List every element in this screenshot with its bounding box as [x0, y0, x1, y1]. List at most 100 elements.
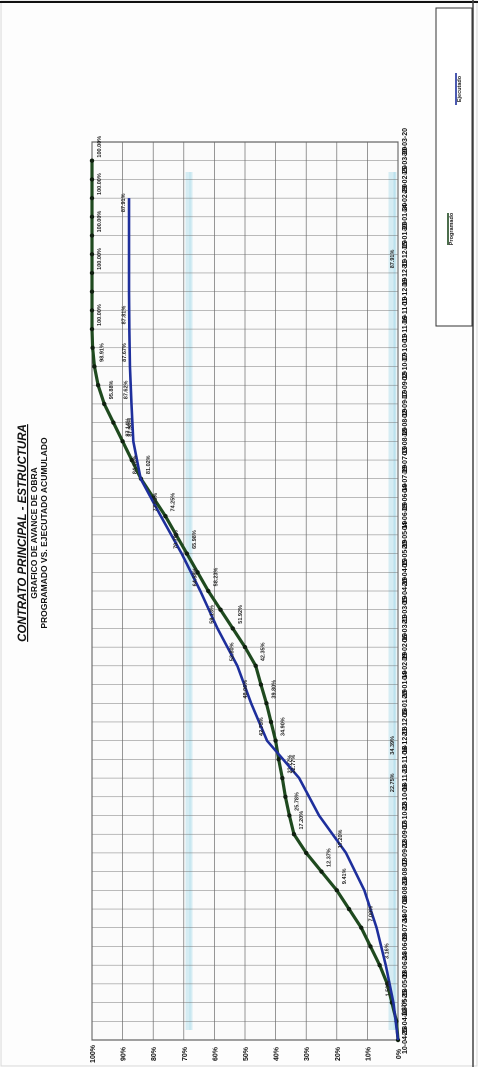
data-point-programado: [89, 158, 95, 163]
highlight-band: [189, 172, 193, 1030]
legend-label-ejecutado: Ejecutado: [457, 75, 463, 102]
data-label-ejecutado: 34.39%: [390, 736, 396, 755]
data-point-programado: [368, 944, 373, 949]
data-point-programado: [102, 401, 107, 407]
data-label-programado: 9.41%: [342, 868, 348, 884]
data-point-programado: [273, 738, 278, 743]
x-tick-label: 06-11-18: [402, 764, 409, 792]
data-point-programado: [253, 663, 258, 669]
data-label-ejecutado: 7.00%: [369, 906, 375, 922]
data-point-programado: [218, 607, 223, 612]
x-tick-label: 20-01-19: [402, 670, 409, 698]
y-tick-label: 60%: [212, 1046, 219, 1061]
data-point-programado: [230, 626, 235, 631]
data-label-ejecutado: 87.91%: [390, 250, 396, 269]
y-tick-label: 20%: [335, 1046, 342, 1061]
data-point-programado: [89, 308, 95, 313]
y-tick-label: 40%: [274, 1046, 281, 1061]
series-line-programado: [90, 160, 400, 1041]
x-tick-label: 05-04-19: [402, 577, 409, 605]
data-point-programado: [334, 888, 339, 893]
data-point-programado: [377, 962, 382, 968]
data-point-programado: [89, 233, 95, 238]
data-label-programado: 42.35%: [261, 642, 267, 661]
data-label-ejecutado: 52.80%: [229, 642, 235, 661]
data-label-programado: 17.20%: [299, 811, 305, 830]
x-tick-label: 21-11-18: [402, 745, 409, 773]
x-tick-label: 20-04-19: [402, 558, 409, 586]
data-label-ejecutado: 64.58%: [192, 568, 198, 587]
chart-subtitle-2: PROGRAMADO VS. EJECUTADO ACUMULADO: [39, 437, 49, 629]
x-tick-label: 21-03-19: [402, 596, 409, 624]
x-tick-label: 24-07-18: [402, 895, 409, 923]
x-tick-label: 16-12-19: [402, 259, 409, 287]
chart-title: CONTRATO PRINCIPAL - ESTRUCTURA: [17, 424, 29, 642]
data-label-ejecutado: 1.50%: [385, 981, 391, 997]
legend-label-programado: Programado: [449, 212, 455, 245]
x-tick-label: 21-12-18: [402, 708, 409, 736]
x-tick-label: 02-09-19: [402, 390, 409, 418]
data-label-ejecutado: 59.13%: [209, 605, 215, 624]
data-label-programado: 87.98%: [128, 418, 134, 437]
x-tick-label: 23-08-18: [402, 858, 409, 886]
x-tick-label: 14-02-20: [402, 184, 409, 212]
x-tick-label: 07-10-18: [402, 801, 409, 829]
data-point-programado: [258, 682, 264, 687]
data-label-programado: 100.00%: [97, 136, 103, 158]
data-point-programado: [304, 850, 309, 856]
x-tick-label: 01-12-19: [402, 278, 409, 306]
data-label-ejecutado: 77.50%: [153, 493, 159, 512]
data-point-programado: [89, 326, 95, 332]
plot-area: 10-04-1825-04-1810-05-1825-05-1809-06-18…: [89, 128, 409, 1063]
legend-box: [435, 7, 473, 327]
data-point-programado: [90, 345, 95, 350]
x-tick-label: 19-06-19: [402, 483, 409, 511]
data-point-programado: [319, 869, 324, 874]
data-point-programado: [89, 214, 95, 220]
x-tick-label: 06-12-18: [402, 727, 409, 755]
data-point-programado: [89, 270, 95, 276]
data-label-programado: 95.88%: [109, 380, 115, 399]
data-label-programado: 100.00%: [97, 211, 103, 233]
y-tick-label: 10%: [365, 1046, 372, 1061]
data-label-programado: 98.91%: [99, 343, 105, 362]
data-point-programado: [195, 570, 200, 575]
y-tick-label: 100%: [90, 1044, 97, 1063]
data-label-ejecutado: 87.67%: [122, 343, 128, 362]
y-tick-label: 70%: [182, 1046, 189, 1061]
data-label-programado: 74.25%: [170, 493, 176, 512]
data-point-programado: [184, 551, 190, 556]
data-point-programado: [89, 289, 95, 294]
data-point-programado: [346, 906, 352, 912]
data-point-programado: [242, 644, 248, 650]
data-label-programado: 100.00%: [97, 248, 103, 270]
data-label-programado: 100.00%: [97, 304, 103, 326]
data-label-programado: 25.78%: [294, 792, 300, 811]
chart-title-block: CONTRATO PRINCIPAL - ESTRUCTURA GRAFICO …: [17, 424, 49, 642]
x-tick-label: 09-07-18: [402, 914, 409, 942]
data-label-programado: 0.02%: [401, 999, 407, 1015]
data-point-programado: [173, 532, 179, 538]
data-label-ejecutado: 84.06%: [133, 455, 139, 474]
data-point-programado: [287, 813, 292, 818]
chart-subtitle: GRAFICO DE AVANCE DE OBRA: [29, 467, 39, 599]
x-tick-label: 25-04-18: [402, 1007, 409, 1035]
data-point-programado: [89, 252, 95, 257]
x-tick-label: 10-04-18: [402, 1026, 409, 1054]
highlight-band: [185, 172, 191, 1030]
data-label-programado: 81.02%: [146, 455, 152, 474]
y-tick-label: 30%: [304, 1046, 311, 1061]
data-point-programado: [111, 420, 116, 425]
x-tick-label: 01-11-19: [402, 315, 409, 343]
x-tick-label: 22-09-18: [402, 820, 409, 848]
x-tick-label: 09-06-18: [402, 951, 409, 979]
x-tick-label: 04-06-19: [402, 502, 409, 530]
x-tick-label: 22-10-18: [402, 783, 409, 811]
x-tick-label: 05-01-19: [402, 689, 409, 717]
data-label-ejecutado: 17.20%: [338, 829, 344, 848]
x-tick-label: 05-05-19: [402, 539, 409, 567]
data-point-programado: [283, 794, 288, 799]
x-tick-label: 04-02-19: [402, 652, 409, 680]
x-tick-label: 04-07-19: [402, 465, 409, 493]
